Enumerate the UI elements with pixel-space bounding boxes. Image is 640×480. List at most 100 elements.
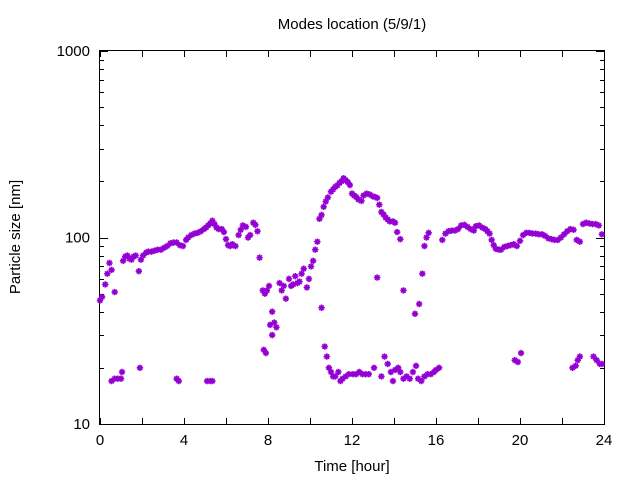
data-point bbox=[260, 346, 267, 353]
data-point bbox=[554, 236, 561, 244]
data-point bbox=[242, 223, 250, 231]
data-point bbox=[511, 356, 518, 364]
data-point bbox=[262, 349, 270, 357]
data-point bbox=[569, 364, 576, 372]
data-point bbox=[363, 190, 370, 197]
data-point bbox=[492, 245, 500, 252]
data-point bbox=[222, 235, 230, 243]
data-point bbox=[374, 274, 381, 281]
data-point bbox=[332, 373, 339, 380]
data-point bbox=[309, 257, 317, 264]
plot-frame bbox=[99, 50, 605, 425]
data-point bbox=[211, 220, 218, 228]
data-point bbox=[384, 360, 391, 368]
data-point bbox=[220, 228, 228, 236]
data-point bbox=[246, 231, 254, 239]
data-point bbox=[366, 191, 374, 198]
data-point bbox=[160, 244, 168, 252]
data-point bbox=[298, 270, 305, 277]
data-point bbox=[451, 227, 459, 234]
data-point bbox=[360, 192, 367, 199]
data-point bbox=[573, 236, 580, 244]
data-point bbox=[271, 319, 278, 326]
data-point bbox=[470, 227, 477, 234]
data-point bbox=[136, 364, 144, 372]
data-point bbox=[339, 375, 346, 382]
data-point bbox=[329, 186, 337, 193]
data-point bbox=[135, 267, 143, 275]
data-point bbox=[259, 287, 266, 294]
data-point bbox=[572, 362, 579, 370]
data-point bbox=[411, 310, 419, 317]
data-point bbox=[104, 270, 111, 277]
data-point bbox=[314, 238, 321, 245]
data-point bbox=[256, 254, 263, 261]
data-point bbox=[269, 308, 276, 315]
data-point bbox=[419, 270, 426, 277]
data-point bbox=[261, 290, 269, 297]
data-point bbox=[303, 284, 311, 291]
data-point bbox=[167, 240, 174, 247]
data-point bbox=[488, 236, 495, 244]
data-point bbox=[102, 281, 109, 288]
data-point bbox=[353, 193, 360, 201]
data-point bbox=[545, 235, 552, 242]
data-points bbox=[96, 174, 606, 385]
data-point bbox=[276, 279, 283, 287]
data-point bbox=[119, 257, 127, 264]
data-point bbox=[285, 275, 293, 283]
data-point bbox=[391, 219, 399, 226]
data-point bbox=[381, 353, 388, 360]
data-point bbox=[592, 220, 599, 228]
data-point bbox=[397, 235, 404, 243]
data-point bbox=[475, 222, 483, 229]
data-point bbox=[254, 228, 261, 235]
data-point bbox=[338, 178, 345, 185]
data-point bbox=[273, 324, 280, 331]
data-point bbox=[290, 281, 297, 288]
x-tick-label: 16 bbox=[428, 432, 445, 449]
data-point bbox=[378, 373, 385, 380]
data-point bbox=[316, 215, 323, 222]
axis-ticks bbox=[100, 51, 605, 425]
data-point bbox=[427, 370, 434, 378]
x-tick-label: 12 bbox=[344, 432, 361, 449]
data-point bbox=[157, 246, 165, 253]
data-point bbox=[370, 364, 378, 372]
data-point bbox=[265, 282, 273, 290]
data-point bbox=[209, 217, 216, 224]
x-tick-label: 20 bbox=[512, 432, 529, 449]
data-point bbox=[497, 246, 505, 253]
data-point bbox=[486, 230, 493, 237]
data-point bbox=[321, 343, 328, 350]
data-point bbox=[421, 242, 428, 250]
data-point bbox=[327, 368, 335, 376]
data-point bbox=[542, 232, 549, 240]
data-point bbox=[320, 203, 327, 211]
data-point bbox=[409, 368, 417, 376]
data-point bbox=[218, 225, 225, 233]
data-point bbox=[365, 370, 372, 378]
data-point bbox=[467, 225, 474, 233]
data-point bbox=[108, 266, 115, 274]
data-point bbox=[439, 236, 446, 244]
chart-title: Modes location (5/9/1) bbox=[278, 16, 426, 33]
data-point bbox=[334, 182, 341, 189]
x-tick-label: 4 bbox=[180, 432, 188, 449]
data-point bbox=[576, 353, 584, 360]
data-point bbox=[323, 353, 330, 360]
data-point bbox=[574, 356, 581, 364]
data-point bbox=[263, 287, 271, 294]
data-point bbox=[564, 228, 571, 235]
data-point bbox=[593, 356, 600, 364]
data-point bbox=[560, 231, 568, 238]
data-point bbox=[280, 282, 287, 290]
x-tick-label: 0 bbox=[96, 432, 104, 449]
data-point bbox=[406, 375, 413, 382]
data-point bbox=[324, 194, 332, 201]
axis-tick-labels: 0 4 8 12 16 20 24 10 100 1000 bbox=[57, 43, 613, 449]
data-point bbox=[318, 211, 325, 219]
data-point bbox=[111, 288, 118, 296]
data-point bbox=[442, 230, 449, 237]
